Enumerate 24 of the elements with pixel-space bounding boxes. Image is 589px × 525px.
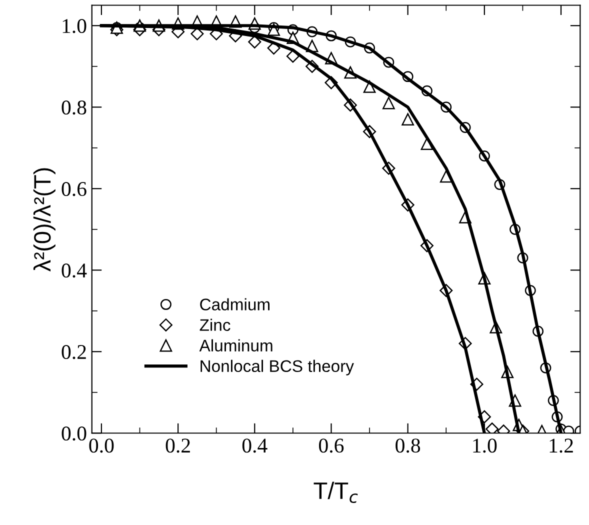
y-tick-label: 0.0 bbox=[62, 426, 86, 441]
y-tick-label: 0.8 bbox=[62, 100, 86, 115]
x-tick-label: 0.8 bbox=[396, 438, 420, 453]
legend-label: Zinc bbox=[200, 318, 230, 331]
point bbox=[402, 113, 414, 126]
x-tick-label: 1.0 bbox=[473, 438, 497, 453]
y-tick-label: 0.2 bbox=[62, 345, 86, 360]
point bbox=[248, 35, 262, 48]
x-axis-title: T/T$_{c}$ bbox=[314, 482, 358, 503]
y-tick-label: 0.4 bbox=[62, 264, 87, 278]
x-tick-label: 0.6 bbox=[319, 438, 344, 453]
point bbox=[486, 422, 499, 434]
y-tick-label: 1.0 bbox=[62, 19, 86, 34]
x-tick-label: 0.0 bbox=[89, 438, 114, 453]
y-axis-title: λ²(0)/λ²(T) bbox=[33, 168, 56, 272]
point bbox=[190, 27, 204, 40]
legend-label: Nonlocal BCS theory bbox=[200, 360, 354, 376]
x-tick-label: 0.2 bbox=[166, 438, 190, 453]
x-tick-label: 1.2 bbox=[550, 438, 573, 453]
y-tick-label: 0.6 bbox=[62, 182, 86, 196]
legend-label: Cadmium bbox=[200, 298, 270, 310]
legend-label: Aluminum bbox=[199, 339, 272, 352]
x-tick-label: 0.4 bbox=[242, 438, 268, 453]
point bbox=[382, 96, 395, 110]
